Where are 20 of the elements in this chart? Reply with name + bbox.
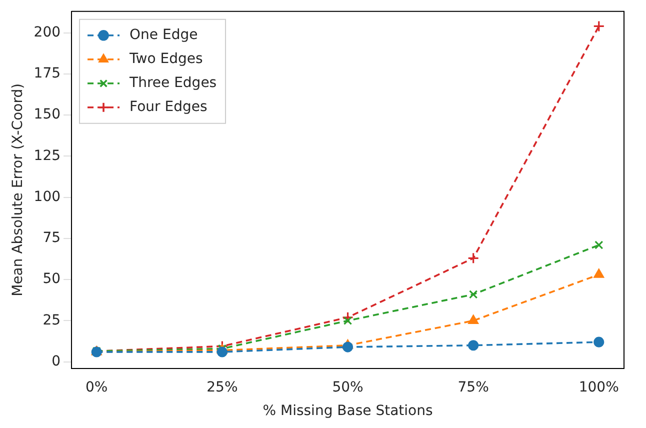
y-tick-label: 100 bbox=[34, 188, 61, 205]
x-tick-label: 100% bbox=[578, 379, 619, 396]
y-tick-label: 175 bbox=[34, 66, 61, 82]
y-tick-label: 0 bbox=[52, 353, 61, 370]
y-tick-label: 150 bbox=[34, 106, 61, 123]
legend-label: One Edge bbox=[130, 27, 198, 44]
y-axis-title: Mean Absolute Error (X-Coord) bbox=[10, 83, 26, 296]
x-tick-label: 25% bbox=[206, 379, 238, 396]
legend-label: Three Edges bbox=[128, 75, 217, 92]
x-axis-title: % Missing Base Stations bbox=[262, 403, 433, 420]
x-tick-label: 0% bbox=[86, 379, 108, 396]
y-tick-label: 25 bbox=[42, 312, 61, 328]
y-tick-label: 50 bbox=[42, 271, 61, 288]
x-tick-label: 75% bbox=[458, 379, 489, 396]
x-tick-label: 50% bbox=[332, 379, 364, 396]
y-tick-label: 200 bbox=[34, 24, 61, 40]
y-tick-label: 75 bbox=[42, 230, 61, 246]
legend-label: Four Edges bbox=[130, 99, 208, 116]
legend-label: Two Edges bbox=[128, 51, 203, 68]
y-tick-label: 125 bbox=[34, 148, 61, 164]
